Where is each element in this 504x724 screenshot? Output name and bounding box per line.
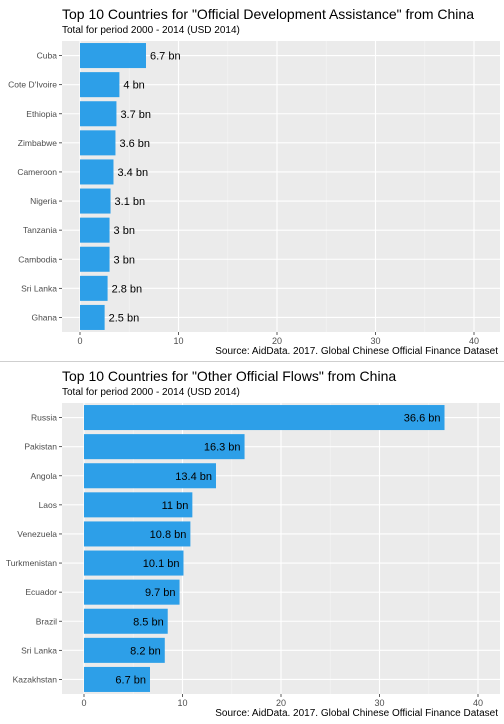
oof-chart-panel: Top 10 Countries for "Other Official Flo… [0, 362, 504, 724]
y-tick-label: Laos [39, 500, 57, 510]
y-tick-label: Cote D'Ivoire [8, 80, 57, 90]
data-label: 6.7 bn [150, 51, 181, 63]
y-tick-label: Russia [31, 413, 57, 423]
bar [80, 101, 117, 127]
y-tick-label: Cambodia [18, 254, 57, 264]
bar [80, 72, 120, 98]
data-label: 2.8 bn [112, 283, 143, 295]
x-tick-label: 0 [81, 698, 86, 708]
data-label: 3.7 bn [120, 109, 151, 121]
y-tick-label: Turkmenistan [6, 558, 57, 568]
data-label: 11 bn [162, 500, 189, 512]
x-tick-label: 20 [276, 698, 286, 708]
bar [84, 666, 150, 692]
chart-subtitle: Total for period 2000 - 2014 (USD 2014) [62, 387, 240, 398]
bar [80, 246, 110, 272]
bar [84, 521, 191, 547]
y-tick-label: Ethiopia [26, 109, 57, 119]
y-tick-label: Nigeria [30, 196, 57, 206]
y-tick-label: Cuba [37, 51, 58, 61]
y-tick-label: Sri Lanka [21, 283, 57, 293]
y-tick-label: Angola [31, 471, 58, 481]
x-tick-label: 10 [173, 336, 183, 346]
data-label: 16.3 bn [204, 442, 241, 454]
oof-bar-chart: 0 10 20 30 40 Russia Pakistan Angola Laos Venezue… [6, 403, 500, 708]
bar [84, 405, 445, 431]
y-tick-label: Tanzania [23, 225, 57, 235]
bar [84, 434, 245, 460]
data-label: 36.6 bn [404, 413, 441, 425]
x-tick-label: 10 [177, 698, 187, 708]
bar [80, 304, 105, 330]
bar [80, 188, 111, 214]
data-label: 8.5 bn [133, 616, 164, 628]
data-label: 4 bn [123, 80, 144, 92]
bar [80, 43, 146, 69]
bar [80, 217, 110, 243]
y-tick-label: Pakistan [24, 442, 57, 452]
data-label: 3 bn [114, 225, 135, 237]
y-tick-label: Ecuador [25, 587, 57, 597]
bar [84, 608, 168, 634]
x-tick-label: 30 [374, 698, 384, 708]
bar [84, 492, 193, 518]
chart-caption: Source: AidData. 2017. Global Chinese Of… [215, 346, 498, 357]
x-tick-label: 40 [473, 698, 483, 708]
bar [84, 579, 180, 605]
y-tick-label: Sri Lanka [21, 645, 57, 655]
chart-caption: Source: AidData. 2017. Global Chinese Of… [215, 708, 498, 719]
y-tick-label: Cameroon [17, 167, 57, 177]
chart-subtitle: Total for period 2000 - 2014 (USD 2014) [62, 25, 240, 36]
data-label: 3 bn [114, 254, 135, 266]
y-tick-label: Ghana [31, 312, 57, 322]
panel-divider [0, 361, 504, 362]
x-tick-label: 40 [469, 336, 479, 346]
chart-title: Top 10 Countries for "Official Developme… [62, 6, 474, 22]
y-tick-label: Brazil [36, 616, 57, 626]
data-label: 2.5 bn [109, 312, 140, 324]
data-label: 3.1 bn [115, 196, 146, 208]
chart-title: Top 10 Countries for "Other Official Flo… [62, 368, 397, 384]
data-label: 10.1 bn [143, 558, 180, 570]
plot-background [62, 41, 500, 332]
bar [80, 159, 114, 185]
data-label: 3.6 bn [119, 138, 150, 150]
x-tick-label: 30 [370, 336, 380, 346]
data-label: 8.2 bn [130, 645, 161, 657]
data-label: 10.8 bn [150, 529, 187, 541]
x-tick-label: 0 [77, 336, 82, 346]
y-tick-label: Kazakhstan [13, 674, 58, 684]
y-tick-label: Venezuela [17, 529, 57, 539]
bar [80, 275, 108, 301]
data-label: 9.7 bn [145, 587, 176, 599]
data-label: 13.4 bn [175, 471, 212, 483]
oda-chart-panel: Top 10 Countries for "Official Developme… [8, 6, 500, 357]
bar [80, 130, 116, 156]
y-tick-label: Zimbabwe [18, 138, 57, 148]
bar [84, 463, 216, 489]
bar [84, 637, 165, 663]
data-label: 6.7 bn [115, 674, 146, 686]
bar [84, 550, 184, 576]
data-label: 3.4 bn [117, 167, 148, 179]
x-tick-label: 20 [272, 336, 282, 346]
oda-bar-chart: 0 10 20 30 40 Cuba Cote D'Ivoire Ethiopia Zimbab… [8, 41, 500, 346]
